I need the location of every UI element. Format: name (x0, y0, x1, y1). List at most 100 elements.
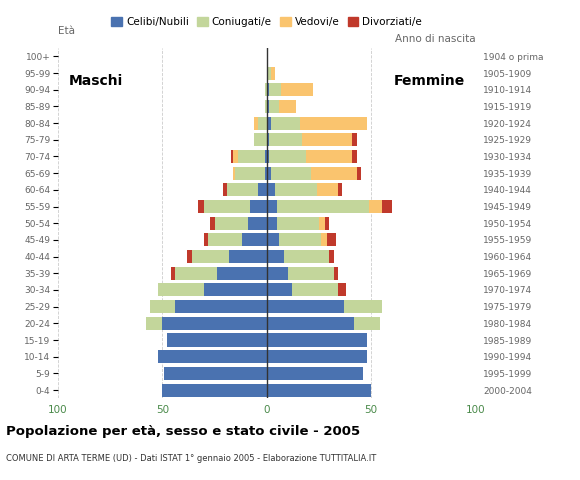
Bar (259, 117, 267, 130)
Bar (277, 200, 369, 213)
Bar (302, 133, 353, 146)
Bar (277, 216, 319, 230)
Bar (267, 384, 371, 396)
Bar (267, 367, 363, 380)
Bar (166, 334, 267, 347)
Bar (353, 150, 357, 163)
Bar (267, 100, 269, 113)
Bar (338, 183, 342, 196)
Bar (146, 317, 162, 330)
Text: Popolazione per età, sesso e stato civile - 2005: Popolazione per età, sesso e stato civil… (6, 425, 360, 438)
Bar (259, 183, 267, 196)
Bar (235, 167, 264, 180)
Bar (175, 267, 217, 280)
Bar (267, 317, 354, 330)
Bar (369, 200, 382, 213)
Bar (171, 267, 175, 280)
Bar (264, 167, 267, 180)
Bar (223, 183, 227, 196)
Bar (267, 267, 288, 280)
Bar (267, 183, 275, 196)
Bar (267, 233, 280, 246)
Bar (250, 200, 267, 213)
Bar (150, 300, 175, 313)
Bar (280, 100, 296, 113)
Bar (211, 216, 215, 230)
Bar (254, 117, 259, 130)
Bar (288, 267, 334, 280)
Bar (162, 317, 267, 330)
Bar (267, 283, 292, 297)
Bar (215, 216, 248, 230)
Bar (267, 167, 271, 180)
Bar (267, 216, 277, 230)
Bar (165, 367, 267, 380)
Bar (217, 267, 267, 280)
Bar (329, 250, 334, 263)
Bar (281, 83, 313, 96)
Bar (191, 250, 229, 263)
Bar (267, 133, 269, 146)
Bar (275, 183, 317, 196)
Bar (338, 283, 346, 297)
Bar (198, 200, 204, 213)
Bar (269, 100, 280, 113)
Bar (248, 216, 267, 230)
Text: Anno di nascita: Anno di nascita (395, 35, 476, 45)
Bar (311, 167, 357, 180)
Bar (267, 67, 271, 80)
Bar (292, 283, 338, 297)
Bar (267, 350, 367, 363)
Bar (158, 350, 267, 363)
Bar (227, 183, 259, 196)
Bar (267, 83, 269, 96)
Bar (267, 117, 271, 130)
Bar (353, 133, 357, 146)
Bar (357, 167, 361, 180)
Bar (242, 233, 267, 246)
Text: COMUNE DI ARTA TERME (UD) - Dati ISTAT 1° gennaio 2005 - Elaborazione TUTTITALIA: COMUNE DI ARTA TERME (UD) - Dati ISTAT 1… (6, 454, 376, 463)
Bar (325, 216, 329, 230)
Bar (229, 250, 267, 263)
Bar (317, 183, 338, 196)
Text: Femmine: Femmine (394, 74, 465, 88)
Bar (267, 150, 269, 163)
Text: Maschi: Maschi (68, 74, 123, 88)
Bar (162, 384, 267, 396)
Bar (284, 250, 329, 263)
Bar (354, 317, 379, 330)
Bar (269, 133, 302, 146)
Bar (267, 250, 284, 263)
Bar (264, 83, 267, 96)
Bar (280, 233, 321, 246)
Bar (204, 233, 208, 246)
Bar (158, 283, 204, 297)
Bar (254, 133, 267, 146)
Bar (238, 150, 264, 163)
Bar (334, 267, 338, 280)
Bar (269, 83, 281, 96)
Bar (382, 200, 392, 213)
Bar (233, 150, 238, 163)
Bar (344, 300, 382, 313)
Bar (233, 167, 235, 180)
Bar (231, 150, 233, 163)
Bar (319, 216, 325, 230)
Bar (271, 67, 275, 80)
Bar (204, 283, 267, 297)
Bar (269, 150, 306, 163)
Text: Età: Età (58, 26, 75, 36)
Bar (271, 117, 300, 130)
Bar (306, 150, 353, 163)
Bar (187, 250, 191, 263)
Bar (321, 233, 327, 246)
Legend: Celibi/Nubili, Coniugati/e, Vedovi/e, Divorziati/e: Celibi/Nubili, Coniugati/e, Vedovi/e, Di… (107, 13, 426, 31)
Bar (264, 100, 267, 113)
Bar (267, 200, 277, 213)
Bar (264, 150, 267, 163)
Bar (267, 334, 367, 347)
Bar (300, 117, 367, 130)
Bar (204, 200, 250, 213)
Bar (267, 300, 344, 313)
Bar (208, 233, 242, 246)
